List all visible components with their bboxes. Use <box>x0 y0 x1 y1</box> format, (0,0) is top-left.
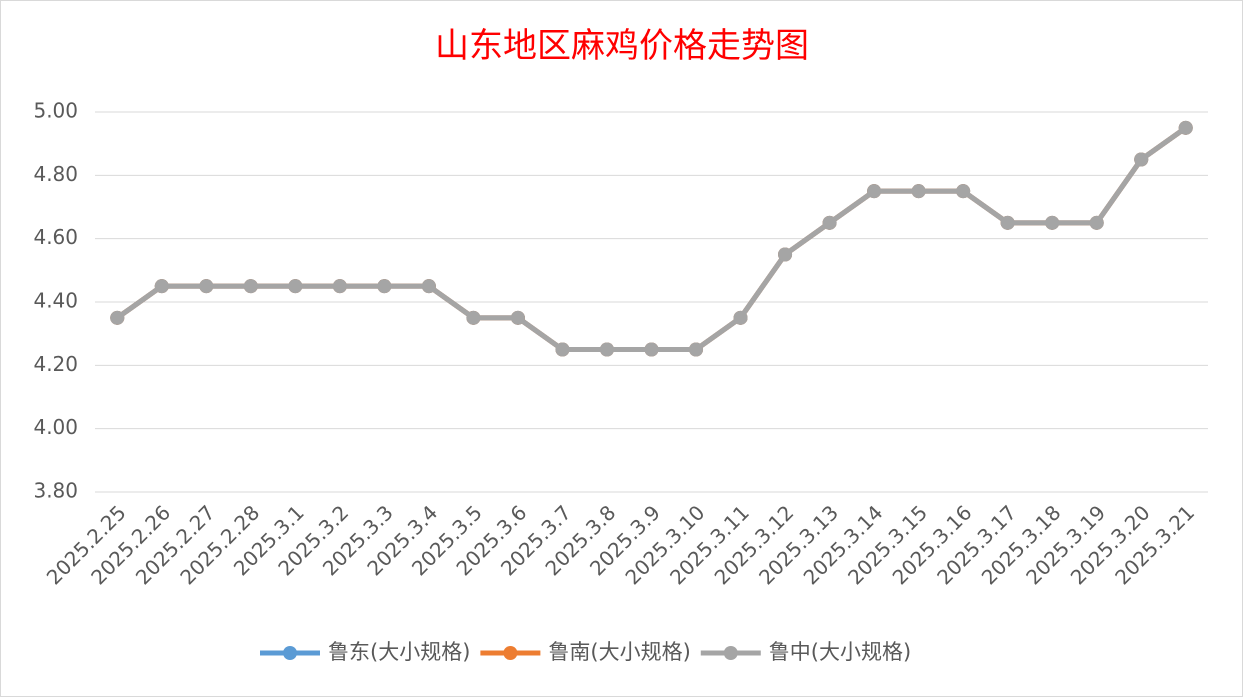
y-tick-label: 4.80 <box>33 162 78 186</box>
legend-label: 鲁南(大小规格) <box>548 640 690 664</box>
data-point <box>1134 152 1149 167</box>
data-point <box>1045 215 1060 230</box>
y-tick-label: 4.40 <box>33 289 78 313</box>
data-point <box>911 184 926 199</box>
data-point <box>1089 215 1104 230</box>
data-point <box>510 310 525 325</box>
data-point <box>555 342 570 357</box>
data-point <box>867 184 882 199</box>
data-point <box>1000 215 1015 230</box>
y-tick-label: 3.80 <box>33 479 78 503</box>
legend-marker <box>503 646 518 660</box>
y-tick-label: 5.00 <box>33 99 78 123</box>
data-point <box>778 247 793 262</box>
data-point <box>956 184 971 199</box>
data-point <box>199 279 214 294</box>
data-point <box>599 342 614 357</box>
y-tick-label: 4.20 <box>33 352 78 376</box>
data-point <box>1178 120 1193 135</box>
legend-label: 鲁东(大小规格) <box>328 640 470 664</box>
data-point <box>822 215 837 230</box>
chart-title: 山东地区麻鸡价格走势图 <box>435 26 809 66</box>
data-point <box>110 310 125 325</box>
data-point <box>466 310 481 325</box>
legend-marker <box>283 646 297 660</box>
data-point <box>421 279 436 294</box>
data-point <box>243 279 258 294</box>
data-point <box>332 279 347 294</box>
data-point <box>288 279 303 294</box>
y-tick-label: 4.60 <box>33 225 78 249</box>
legend-label: 鲁中(大小规格) <box>769 640 911 664</box>
data-point <box>689 342 704 357</box>
legend-marker <box>723 646 738 660</box>
data-point <box>733 310 748 325</box>
data-point <box>377 279 392 294</box>
data-point <box>644 342 659 357</box>
data-point <box>154 279 169 294</box>
y-tick-label: 4.00 <box>33 415 78 439</box>
